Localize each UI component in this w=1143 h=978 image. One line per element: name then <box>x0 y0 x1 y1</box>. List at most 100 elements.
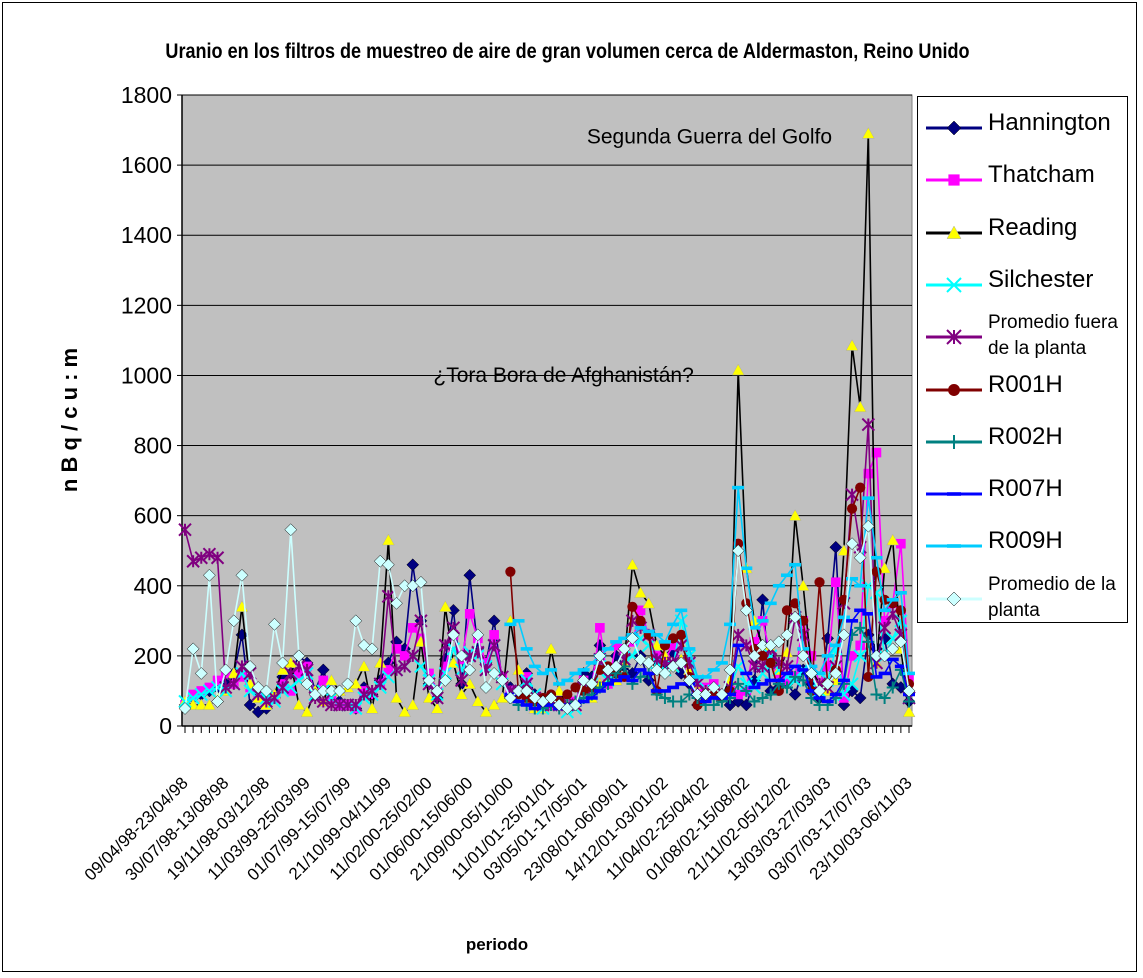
series-point-2 <box>886 533 900 546</box>
legend-item: Promedio fuera de la planta <box>918 312 1129 366</box>
series-point-8 <box>691 675 704 679</box>
legend-marker <box>946 329 962 345</box>
series-point-5 <box>863 671 874 683</box>
series-point-1 <box>521 672 532 682</box>
legend-item: R001H <box>918 367 1129 419</box>
y-tick-label: 600 <box>134 503 172 529</box>
series-point-9 <box>382 558 395 572</box>
series-point-1 <box>871 447 882 458</box>
y-tick-label: 1800 <box>121 82 172 108</box>
series-point-8 <box>545 668 558 672</box>
series-point-8 <box>797 647 810 651</box>
series-point-1 <box>481 658 491 668</box>
series-point-2 <box>300 705 314 718</box>
series-point-5 <box>676 629 687 640</box>
y-tick-label: 1200 <box>121 292 172 318</box>
series-point-7 <box>528 706 541 711</box>
series-point-9 <box>341 677 355 691</box>
series-point-8 <box>569 671 582 676</box>
series-point-1 <box>595 623 605 633</box>
series-point-9 <box>748 649 761 663</box>
series-point-8 <box>675 608 688 613</box>
series-point-8 <box>780 573 793 578</box>
series-point-4 <box>381 589 396 604</box>
series-point-2 <box>471 694 485 707</box>
legend-marker <box>946 277 962 293</box>
series-point-9 <box>292 649 306 663</box>
series-point-9 <box>853 551 867 565</box>
series-point-9 <box>707 681 721 694</box>
series-point-9 <box>674 656 688 670</box>
series-point-9 <box>438 674 452 687</box>
series-point-4 <box>210 551 225 565</box>
legend-marker <box>947 434 961 449</box>
series-point-9 <box>902 684 916 698</box>
legend-label: R007H <box>988 475 1063 503</box>
series-point-4 <box>731 628 745 642</box>
series-point-9 <box>878 649 891 663</box>
series-point-2 <box>406 698 420 711</box>
legend-swatch <box>926 174 982 186</box>
series-point-4 <box>454 673 469 688</box>
series-point-8 <box>634 626 647 630</box>
series-point-2 <box>390 691 403 704</box>
series-point-8 <box>724 622 737 627</box>
series-point-6 <box>756 691 769 704</box>
series-point-1 <box>896 538 906 549</box>
series-point-9 <box>219 663 233 677</box>
series-point-9 <box>821 677 835 691</box>
series-point-9 <box>455 649 468 663</box>
series-point-8 <box>821 654 834 658</box>
series-point-6 <box>903 695 915 708</box>
series-point-9 <box>268 617 281 631</box>
series-point-5 <box>895 605 906 616</box>
series-point-7 <box>707 696 720 700</box>
series-point-7 <box>724 692 737 697</box>
series-point-7 <box>618 675 631 679</box>
series-point-4 <box>438 638 453 653</box>
series-point-7 <box>780 671 793 676</box>
series-point-9 <box>487 667 501 680</box>
legend-swatch <box>926 434 982 449</box>
series-point-7 <box>642 671 655 676</box>
series-point-1 <box>237 672 247 682</box>
series-point-9 <box>805 667 818 680</box>
legend-marker <box>946 120 962 136</box>
series-point-7 <box>512 699 525 704</box>
series-point-8 <box>585 661 598 665</box>
series-point-5 <box>570 682 581 693</box>
series-point-5 <box>765 657 776 669</box>
series-point-0 <box>788 688 802 701</box>
series-point-4 <box>349 698 363 712</box>
series-point-2 <box>878 561 892 574</box>
series-point-7 <box>634 668 647 672</box>
series-point-1 <box>749 637 760 647</box>
series-point-9 <box>365 642 379 656</box>
series-point-1 <box>407 623 418 633</box>
legend-swatch <box>926 225 982 239</box>
series-point-9 <box>731 544 745 558</box>
series-point-7 <box>789 664 802 669</box>
series-point-6 <box>634 670 647 683</box>
series-point-1 <box>188 689 198 700</box>
series-point-5 <box>790 598 801 609</box>
series-point-2 <box>373 656 387 668</box>
series-point-8 <box>650 633 663 637</box>
series-point-1 <box>464 609 475 619</box>
series-point-5 <box>627 601 638 612</box>
series-point-4 <box>186 554 200 568</box>
legend-label: Promedio fuera de la planta <box>988 312 1118 360</box>
series-point-9 <box>788 610 802 624</box>
series-point-9 <box>211 695 224 708</box>
series-point-9 <box>463 663 477 677</box>
series-point-8 <box>789 562 802 567</box>
legend-label: Reading <box>988 213 1078 241</box>
series-point-2 <box>642 596 656 609</box>
series-point-8 <box>732 485 745 490</box>
legend-marker <box>946 591 962 607</box>
series-point-1 <box>830 577 841 588</box>
series-point-4 <box>357 687 371 702</box>
series-point-8 <box>610 640 623 644</box>
series-point-9 <box>284 523 298 537</box>
series-point-9 <box>683 674 696 687</box>
